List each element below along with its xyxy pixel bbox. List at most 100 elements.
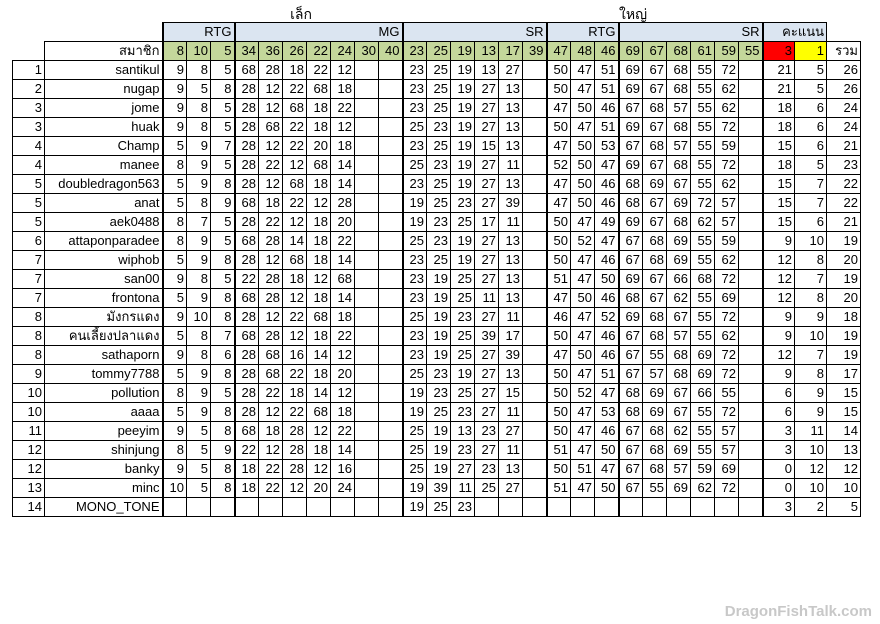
score-cell: 62: [714, 326, 739, 346]
score-cell: 69: [617, 60, 643, 80]
score-cell: [522, 383, 547, 403]
score-cell: [378, 497, 403, 517]
score-cell: 28: [233, 136, 259, 156]
table-row: 4 Champ 5 9 7 28 12 22 20 18 23 25 19 15 13 47 50 53 67 68 5…: [12, 136, 861, 156]
score-cell: [522, 307, 547, 327]
member-name: peeyim: [44, 421, 163, 441]
score-cell: 69: [714, 288, 739, 308]
total-label: รวม: [826, 41, 861, 61]
score-cell: 12: [306, 193, 331, 213]
score-cell: 19: [450, 79, 475, 99]
group-header: SR: [401, 22, 547, 42]
score-cell: [378, 136, 403, 156]
score-cell: [522, 440, 547, 460]
score-cell: 46: [594, 326, 619, 346]
score-cell: 47: [545, 136, 571, 156]
score-cell: 9: [161, 269, 187, 289]
score-cell: 9: [186, 288, 211, 308]
score-cell: 15: [761, 136, 795, 156]
score-cell: 68: [666, 60, 691, 80]
score-cell: 66: [666, 269, 691, 289]
score-cell: 18: [306, 288, 331, 308]
total-cell: 17: [826, 364, 861, 384]
score-cell: 22: [282, 402, 307, 422]
score-cell: 8: [161, 212, 187, 232]
header-cell: 67: [642, 41, 667, 61]
score-cell: 50: [545, 421, 571, 441]
score-cell: 47: [570, 478, 595, 498]
score-cell: 62: [714, 98, 739, 118]
score-cell: 50: [545, 326, 571, 346]
score-cell: 5: [186, 440, 211, 460]
score-cell: [378, 79, 403, 99]
score-cell: 28: [233, 174, 259, 194]
score-cell: 67: [642, 212, 667, 232]
score-cell: 12: [761, 345, 795, 365]
score-cell: 47: [594, 155, 619, 175]
score-cell: 27: [474, 402, 499, 422]
score-cell: [738, 174, 763, 194]
score-cell: 69: [642, 383, 667, 403]
score-cell: 50: [545, 459, 571, 479]
member-name: sathaporn: [44, 345, 163, 365]
score-cell: 51: [594, 117, 619, 137]
score-cell: 23: [426, 155, 451, 175]
score-cell: 5: [161, 326, 187, 346]
score-cell: 47: [545, 193, 571, 213]
score-cell: 57: [714, 421, 739, 441]
score-cell: 57: [714, 212, 739, 232]
score-cell: [522, 250, 547, 270]
member-name: Champ: [44, 136, 163, 156]
total-cell: 15: [826, 402, 861, 422]
score-cell: [570, 497, 595, 517]
score-cell: 5: [161, 193, 187, 213]
table-row: 10 pollution 8 9 5 28 22 18 14 12 19 23 25 27 15 50 52 47…: [12, 383, 861, 403]
member-name: aek0488: [44, 212, 163, 232]
score-cell: [738, 193, 763, 213]
score-cell: [522, 117, 547, 137]
score-cell: 22: [330, 421, 355, 441]
member-name: santikul: [44, 60, 163, 80]
score-cell: 9: [186, 155, 211, 175]
score-cell: 46: [594, 421, 619, 441]
score-cell: 18: [330, 79, 355, 99]
score-cell: 27: [474, 269, 499, 289]
score-cell: [378, 231, 403, 251]
table-row: 12 shinjung 8 5 9 22 12 28 18 14 25 19 23 27 11 51 47 50 6…: [12, 440, 861, 460]
score-cell: 68: [690, 269, 715, 289]
blank-cell: [13, 42, 45, 61]
score-cell: [522, 269, 547, 289]
score-cell: 55: [642, 478, 667, 498]
score-cell: 19: [450, 98, 475, 118]
score-cell: 18: [258, 193, 283, 213]
score-cell: 27: [474, 79, 499, 99]
score-cell: 68: [642, 326, 667, 346]
score-cell: 8: [161, 383, 187, 403]
score-cell: 23: [401, 136, 427, 156]
score-cell: 10: [794, 326, 827, 346]
member-name: nugap: [44, 79, 163, 99]
score-cell: 55: [690, 421, 715, 441]
score-cell: 13: [498, 459, 523, 479]
rank-cell: 3: [12, 117, 45, 137]
score-cell: [354, 98, 379, 118]
score-cell: 52: [545, 155, 571, 175]
score-cell: 68: [258, 364, 283, 384]
score-cell: 68: [642, 459, 667, 479]
size-label-large: ใหญ่: [619, 6, 647, 22]
score-cell: 9: [794, 383, 827, 403]
header-cell: 17: [498, 41, 523, 61]
score-cell: 68: [642, 307, 667, 327]
score-cell: 8: [186, 269, 211, 289]
score-cell: 25: [401, 459, 427, 479]
score-cell: 22: [282, 193, 307, 213]
score-cell: 23: [401, 98, 427, 118]
score-cell: 5: [210, 269, 235, 289]
score-cell: 9: [161, 98, 187, 118]
score-cell: 15: [761, 212, 795, 232]
total-cell: 24: [826, 98, 861, 118]
member-name: คนเลี้ยงปลาแดง: [44, 326, 163, 346]
score-cell: [522, 136, 547, 156]
score-cell: 50: [545, 364, 571, 384]
score-cell: [522, 79, 547, 99]
